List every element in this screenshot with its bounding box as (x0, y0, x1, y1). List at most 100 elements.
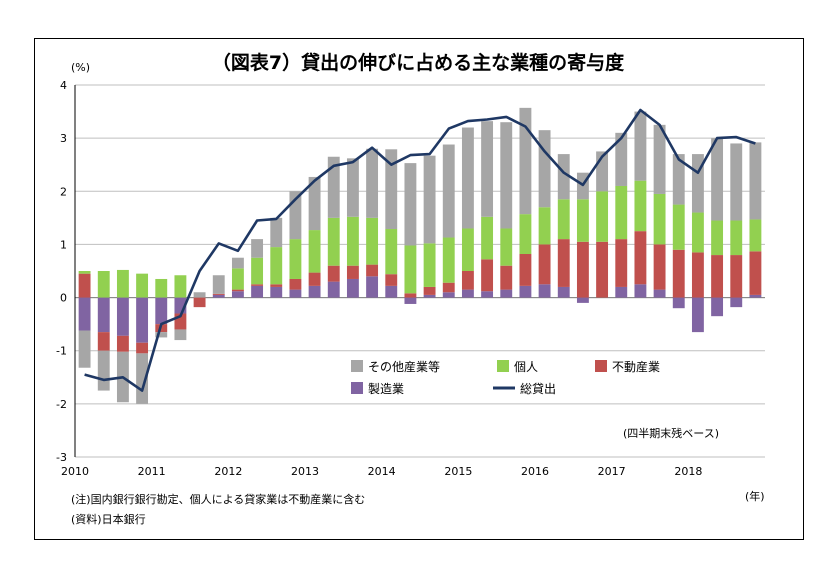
bar-2-2017Q3 (653, 193, 666, 245)
footnote: (注)国内銀行銀行勘定、個人による貸家業は不動産業に含む (71, 492, 365, 506)
bar-2-2018Q1 (691, 212, 704, 253)
bar-2-2013Q1 (308, 230, 321, 273)
bar-1-2010Q3 (116, 335, 129, 352)
legend-swatch (351, 360, 363, 372)
bar-2-2010Q3 (116, 269, 129, 298)
bar-1-2018Q3 (730, 255, 743, 298)
bar-1-2011Q2 (174, 313, 187, 330)
bar-0-2018Q3 (730, 297, 743, 308)
y-tick-label: -3 (56, 451, 67, 464)
bar-3-2017Q3 (653, 124, 666, 194)
bar-1-2017Q1 (615, 239, 628, 287)
bar-0-2014Q3 (423, 294, 436, 298)
bar-0-2013Q2 (327, 281, 340, 298)
bar-1-2015Q4 (519, 253, 532, 286)
bar-2-2012Q3 (270, 247, 283, 285)
legend-label: その他産業等 (368, 359, 440, 374)
bar-2-2011Q1 (155, 278, 168, 298)
bar-2-2010Q2 (97, 271, 110, 298)
bar-2-2014Q1 (385, 229, 398, 275)
bar-1-2018Q2 (711, 255, 724, 298)
bar-2-2012Q4 (289, 239, 302, 279)
bar-0-2014Q4 (442, 292, 455, 298)
bar-0-2017Q4 (672, 297, 685, 309)
bar-2-2018Q3 (730, 220, 743, 256)
legend-label: 個人 (514, 360, 538, 374)
bar-1-2017Q3 (653, 244, 666, 290)
bar-0-2012Q4 (289, 289, 302, 298)
bar-1-2018Q4 (749, 251, 762, 295)
bar-3-2017Q1 (615, 132, 628, 186)
bar-2-2016Q2 (557, 199, 570, 240)
bar-0-2013Q1 (308, 285, 321, 298)
bar-1-2012Q4 (289, 278, 302, 290)
bar-2-2012Q1 (231, 268, 244, 290)
chart: （図表7）貸出の伸びに占める主な業種の寄与度 (%) 4 3 2 1 0 -1 -2 -3 2… (56, 51, 765, 526)
bar-0-2012Q2 (251, 285, 264, 298)
bar-1-2016Q1 (538, 244, 551, 285)
bar-2-2018Q4 (749, 219, 762, 252)
bar-1-2012Q3 (270, 284, 283, 287)
bar-0-2013Q4 (366, 276, 379, 298)
bar-3-2012Q4 (289, 191, 302, 240)
bar-3-2014Q1 (385, 149, 398, 230)
bar-0-2011Q2 (174, 297, 187, 314)
bar-1-2018Q1 (691, 252, 704, 298)
bar-2-2015Q2 (481, 216, 494, 260)
bar-3-2015Q1 (461, 127, 474, 229)
bar-1-2010Q1 (78, 273, 91, 298)
bar-0-2015Q4 (519, 285, 532, 298)
bar-0-2010Q3 (116, 297, 129, 336)
gridlines (75, 84, 765, 458)
bar-0-2012Q3 (270, 286, 283, 298)
bar-1-2013Q1 (308, 272, 321, 286)
bar-1-2011Q3 (193, 297, 206, 308)
bar-2-2016Q1 (538, 207, 551, 245)
bar-3-2010Q2 (97, 350, 110, 391)
bar-0-2011Q4 (212, 294, 225, 298)
legend-label: 製造業 (368, 382, 404, 396)
bar-0-2016Q2 (557, 286, 570, 298)
x-tick-label: 2016 (521, 465, 549, 478)
bar-3-2016Q4 (596, 151, 609, 192)
bar-3-2012Q1 (231, 257, 244, 269)
bar-2-2014Q2 (404, 245, 417, 294)
bar-0-2017Q2 (634, 284, 647, 298)
bar-0-2017Q1 (615, 286, 628, 298)
bar-0-2011Q1 (155, 297, 168, 325)
bar-2-2013Q3 (346, 216, 359, 266)
x-tick-label: 2010 (61, 465, 89, 478)
source-note: (資料)日本銀行 (71, 512, 146, 526)
line-series (84, 108, 756, 392)
bar-1-2014Q1 (385, 274, 398, 286)
bar-1-2014Q4 (442, 282, 455, 293)
bar-series (78, 107, 762, 404)
bar-3-2015Q3 (500, 122, 513, 229)
bar-1-2013Q4 (366, 264, 379, 277)
bar-1-2012Q2 (251, 284, 264, 286)
bar-0-2012Q1 (231, 291, 244, 298)
bar-3-2017Q2 (634, 111, 647, 181)
bar-1-2015Q3 (500, 265, 513, 290)
bar-3-2012Q3 (270, 217, 283, 248)
chart-annotation: (四半期末残ベース) (623, 426, 719, 440)
bar-3-2017Q4 (672, 154, 685, 205)
x-tick-label: 2011 (138, 465, 166, 478)
bar-1-2017Q4 (672, 249, 685, 298)
bar-3-2011Q4 (212, 275, 225, 294)
x-tick-label: 2018 (674, 465, 702, 478)
legend-label: 不動産業 (612, 359, 660, 374)
bar-3-2015Q2 (481, 121, 494, 217)
bar-1-2015Q2 (481, 259, 494, 292)
bar-3-2012Q2 (251, 239, 264, 258)
bar-0-2010Q4 (136, 297, 149, 343)
bar-3-2010Q4 (136, 353, 149, 404)
bar-2-2016Q4 (596, 191, 609, 242)
bar-2-2012Q2 (251, 257, 264, 285)
x-axis-unit: (年) (745, 489, 765, 503)
bar-2-2014Q3 (423, 243, 436, 287)
bar-1-2016Q2 (557, 239, 570, 287)
total-loans-line (84, 108, 756, 392)
bar-3-2010Q1 (78, 330, 91, 368)
bar-1-2015Q1 (461, 271, 474, 290)
